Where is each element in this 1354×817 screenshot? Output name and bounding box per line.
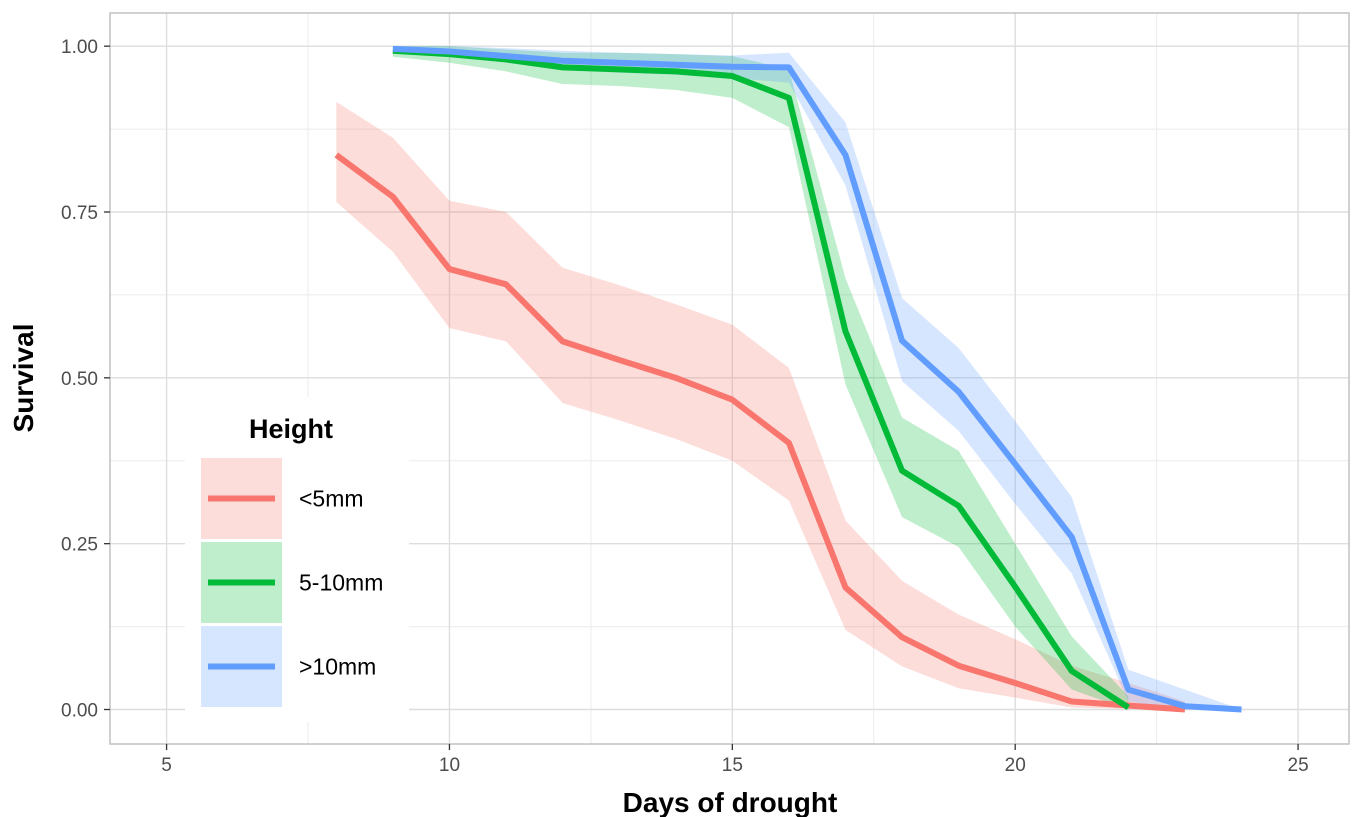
legend-label: <5mm: [299, 486, 364, 512]
panel-border: [109, 12, 1350, 745]
x-tick-label: 15: [722, 755, 743, 776]
series-line->10mm: [392, 45, 1242, 713]
y-tick-label: 0.00: [61, 701, 98, 722]
legend-items: <5mm 5-10mm >10mm: [201, 458, 383, 707]
legend-label: 5-10mm: [299, 570, 383, 596]
legend: Height <5mm 5-10mm >10mm: [185, 397, 409, 722]
series-line-5-10mm: [392, 47, 1130, 711]
legend-label: >10mm: [299, 654, 376, 680]
y-tick-label: 1.00: [61, 37, 98, 58]
ribbon-<5mm: [336, 101, 1185, 710]
y-tick-label: 0.75: [61, 203, 98, 224]
survival-lines: [334, 45, 1242, 713]
y-axis-title: Survival: [8, 324, 39, 433]
x-axis-ticks: 5 10 15 20 25: [161, 744, 1309, 776]
x-tick-label: 20: [1005, 755, 1026, 776]
legend-title: Height: [249, 414, 333, 444]
y-tick-label: 0.25: [61, 535, 98, 556]
x-tick-label: 5: [161, 755, 172, 776]
x-tick-label: 10: [439, 755, 460, 776]
x-axis-title: Days of drought: [623, 787, 838, 817]
y-axis-ticks: 0.00 0.25 0.50 0.75 1.00: [61, 37, 110, 722]
series-line-<5mm: [334, 152, 1186, 713]
x-tick-label: 25: [1288, 755, 1309, 776]
grid: [110, 13, 1349, 744]
y-tick-label: 0.50: [61, 369, 98, 390]
